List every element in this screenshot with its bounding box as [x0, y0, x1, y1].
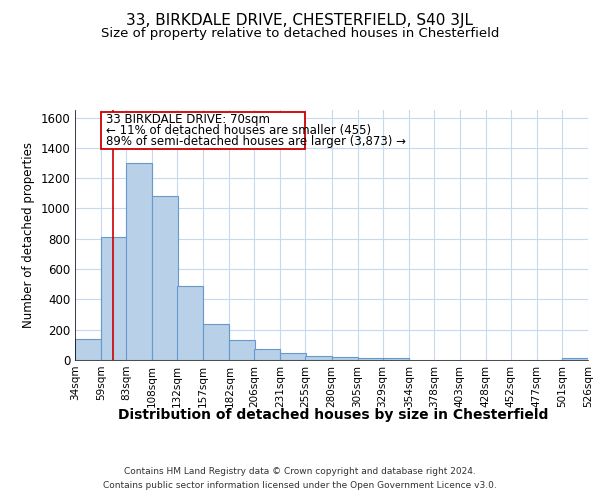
Text: ← 11% of detached houses are smaller (455): ← 11% of detached houses are smaller (45… — [106, 124, 371, 138]
Text: 33 BIRKDALE DRIVE: 70sqm: 33 BIRKDALE DRIVE: 70sqm — [106, 113, 270, 126]
Bar — [229, 340, 256, 360]
Text: 33, BIRKDALE DRIVE, CHESTERFIELD, S40 3JL: 33, BIRKDALE DRIVE, CHESTERFIELD, S40 3J… — [127, 12, 473, 28]
Text: Distribution of detached houses by size in Chesterfield: Distribution of detached houses by size … — [118, 408, 548, 422]
Bar — [280, 353, 307, 360]
Bar — [203, 324, 229, 360]
Bar — [254, 350, 280, 360]
Bar — [562, 358, 588, 360]
Bar — [305, 356, 331, 360]
Y-axis label: Number of detached properties: Number of detached properties — [22, 142, 35, 328]
Bar — [101, 238, 127, 360]
FancyBboxPatch shape — [101, 112, 305, 150]
Bar — [383, 358, 409, 360]
Bar — [75, 339, 101, 360]
Bar — [152, 196, 178, 360]
Text: Contains public sector information licensed under the Open Government Licence v3: Contains public sector information licen… — [103, 481, 497, 490]
Bar — [126, 163, 152, 360]
Bar — [358, 358, 383, 360]
Text: 89% of semi-detached houses are larger (3,873) →: 89% of semi-detached houses are larger (… — [106, 136, 406, 148]
Bar — [331, 358, 358, 360]
Text: Contains HM Land Registry data © Crown copyright and database right 2024.: Contains HM Land Registry data © Crown c… — [124, 468, 476, 476]
Text: Size of property relative to detached houses in Chesterfield: Size of property relative to detached ho… — [101, 28, 499, 40]
Bar — [177, 286, 203, 360]
